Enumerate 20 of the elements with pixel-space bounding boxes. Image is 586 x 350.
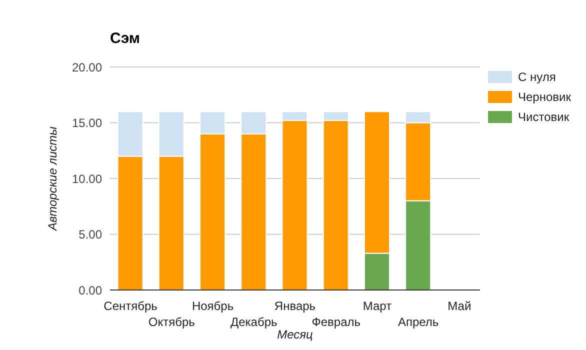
x-tick-label: Ноябрь <box>192 299 234 313</box>
y-tick-label: 10.00 <box>72 172 102 186</box>
legend-label: Чистовик <box>518 110 570 124</box>
legend-label: С нуля <box>518 70 556 84</box>
y-tick-label: 20.00 <box>72 60 102 74</box>
y-tick-label: 5.00 <box>78 228 102 242</box>
x-tick-label: Декабрь <box>230 315 278 329</box>
x-tick-label: Февраль <box>312 315 360 329</box>
x-tick-label: Май <box>448 299 472 313</box>
x-tick-label: Октябрь <box>148 315 195 329</box>
x-tick-label: Сентябрь <box>104 299 158 313</box>
x-tick-label: Апрель <box>398 315 439 329</box>
y-tick-label: 15.00 <box>72 116 102 130</box>
x-tick-label: Январь <box>274 299 316 313</box>
x-axis-title: Месяц <box>277 328 314 342</box>
chart-title: Сэм <box>110 30 140 47</box>
y-axis-title: Авторские листы <box>45 126 60 232</box>
y-tick-label: 0.00 <box>78 283 102 298</box>
x-tick-label: Март <box>362 299 392 313</box>
legend-label: Черновик <box>518 90 571 104</box>
